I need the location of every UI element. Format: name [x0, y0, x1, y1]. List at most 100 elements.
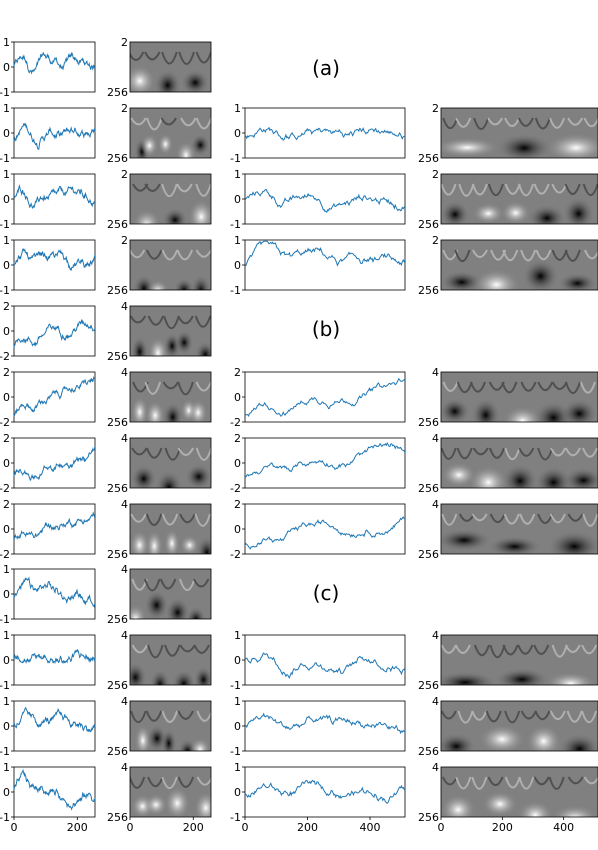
- axes-frame: [13, 634, 96, 686]
- scalogram-ridge: [147, 776, 164, 788]
- scalogram-ridge: [549, 710, 566, 721]
- axes-frame: [244, 371, 406, 423]
- y-tick-label: -1: [230, 745, 241, 758]
- signal-line: [244, 189, 406, 214]
- scalogram-ridge: [195, 51, 211, 64]
- scale-tick-label-top: 4: [121, 761, 128, 774]
- long-scalogram-panel: 2 256: [418, 234, 598, 297]
- y-tick-label: 0: [3, 259, 10, 272]
- axes-frame: [129, 371, 212, 423]
- scale-tick-label-top: 2: [121, 168, 128, 181]
- y-tick-label: 0: [3, 193, 10, 206]
- scalogram-ridge: [504, 117, 521, 128]
- y-tick-label: 0: [3, 61, 10, 74]
- scalogram-blob: [189, 737, 211, 751]
- scalogram-blob: [158, 133, 174, 155]
- scalogram-ridge: [489, 513, 506, 524]
- signal-line: [13, 511, 96, 541]
- scalogram-blob: [502, 463, 539, 488]
- scalogram-ridge: [473, 117, 490, 130]
- scale-tick-label-top: 4: [121, 629, 128, 642]
- y-tick-label: 0: [3, 391, 10, 404]
- signal-line: [13, 122, 96, 151]
- scale-tick-label-top: 4: [432, 761, 439, 774]
- scalogram-ridge: [161, 513, 179, 526]
- scalogram-blob: [441, 794, 477, 817]
- scalogram-ridge: [583, 776, 598, 785]
- y-tick-label: -1: [0, 152, 10, 165]
- scalogram-ridge: [147, 315, 165, 326]
- axes-frame: [440, 766, 598, 818]
- y-tick-label: 2: [3, 366, 10, 379]
- scalogram-ridge: [160, 117, 177, 126]
- scalogram-ridge: [177, 710, 194, 720]
- y-tick-label: -1: [0, 86, 10, 99]
- section-label-b: (b): [312, 317, 340, 341]
- axes-frame: [440, 634, 598, 686]
- x-tick-label: 0: [242, 821, 249, 834]
- scalogram-blob: [190, 274, 211, 290]
- scalogram-blob: [441, 671, 498, 685]
- y-tick-label: -2: [0, 416, 10, 429]
- scalogram-blob: [145, 400, 165, 422]
- y-tick-label: 1: [234, 234, 241, 247]
- scale-tick-label-bottom: 256: [418, 548, 439, 561]
- scale-tick-label-top: 2: [432, 234, 439, 247]
- scale-tick-label-bottom: 256: [107, 218, 128, 231]
- short-signal-panel: 1 0 -1: [0, 36, 96, 99]
- scalogram-ridge: [161, 183, 178, 198]
- scalogram-ridge: [564, 183, 581, 195]
- scalogram-ridge: [564, 381, 581, 395]
- y-tick-label: 1: [234, 761, 241, 774]
- scalogram-ridge: [192, 578, 210, 588]
- y-tick-label: 1: [3, 234, 10, 247]
- scalogram-ridge: [441, 644, 457, 654]
- scalogram-blob: [563, 467, 598, 488]
- scalogram-ridge: [520, 381, 537, 392]
- scalogram-ridge: [582, 447, 598, 458]
- scalogram-blob: [130, 662, 147, 685]
- scalogram-ridge: [582, 183, 598, 197]
- scalogram-blob: [155, 470, 183, 488]
- scalogram-ridge: [161, 51, 178, 65]
- scale-tick-label-bottom: 256: [418, 284, 439, 297]
- scalogram-ridge: [441, 183, 457, 196]
- scalogram-ridge: [131, 644, 149, 654]
- scalogram-ridge: [179, 644, 196, 653]
- short-signal-panel: 1 0 -1: [0, 102, 96, 165]
- long-signal-panel: 2 0 -2: [230, 366, 406, 429]
- scalogram-blob: [164, 786, 191, 817]
- scalogram-ridge: [130, 776, 146, 789]
- scalogram-ridge: [456, 447, 473, 460]
- signal-line: [244, 712, 406, 735]
- scalogram-ridge: [442, 117, 459, 130]
- y-tick-label: 2: [3, 300, 10, 313]
- y-tick-label: 2: [234, 366, 241, 379]
- scalogram-blob: [185, 606, 207, 619]
- scalogram-ridge: [579, 381, 596, 394]
- y-tick-label: 1: [234, 102, 241, 115]
- y-tick-label: -2: [0, 548, 10, 561]
- scalogram-ridge: [164, 447, 182, 461]
- scale-tick-label-bottom: 256: [418, 745, 439, 758]
- signal-line: [13, 649, 96, 665]
- scale-tick-label-bottom: 256: [107, 811, 128, 824]
- y-tick-label: -1: [0, 679, 10, 692]
- scalogram-blob: [544, 132, 598, 158]
- y-tick-label: 1: [234, 168, 241, 181]
- y-tick-label: 0: [234, 786, 241, 799]
- scalogram-ridge: [564, 447, 581, 457]
- y-tick-label: -1: [230, 284, 241, 297]
- scalogram-ridge: [503, 513, 520, 525]
- y-tick-label: -1: [0, 218, 10, 231]
- scalogram-ridge: [548, 776, 565, 790]
- axes-frame: [129, 700, 212, 752]
- axes-frame: [13, 437, 96, 489]
- y-tick-label: 0: [3, 457, 10, 470]
- scalogram-ridge: [195, 447, 211, 461]
- long-scalogram-panel: 4 256: [418, 432, 598, 495]
- scalogram-blob: [482, 791, 518, 817]
- short-scalogram-panel: 2 256: [107, 36, 212, 99]
- scalogram-ridge: [469, 381, 486, 393]
